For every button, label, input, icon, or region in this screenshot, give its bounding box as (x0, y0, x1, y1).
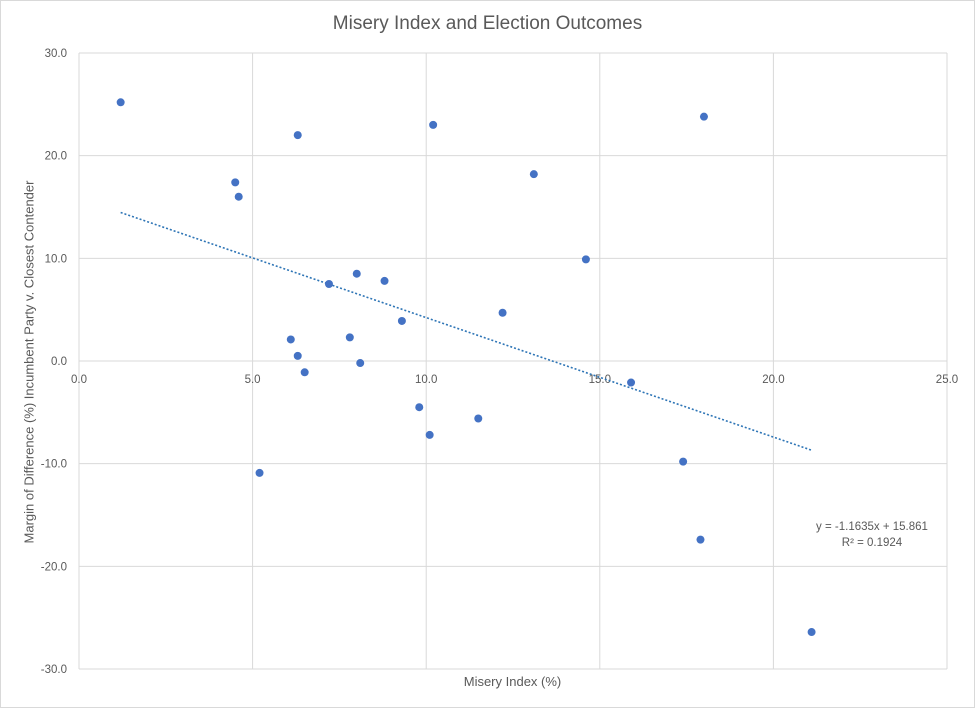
data-point (116, 98, 125, 107)
x-tick-label: 10.0 (415, 374, 437, 386)
data-point (234, 192, 243, 201)
y-tick-label: 0.0 (51, 356, 67, 368)
data-point (397, 316, 406, 325)
trendline-r-squared: R² = 0.1924 (841, 537, 903, 549)
data-point (380, 276, 389, 285)
data-point (807, 628, 816, 637)
x-tick-label: 20.0 (762, 374, 784, 386)
data-point (293, 351, 302, 360)
y-tick-label: -30.0 (41, 664, 67, 676)
x-tick-label: 15.0 (589, 374, 611, 386)
data-point (474, 414, 483, 423)
y-tick-label: 30.0 (45, 48, 67, 60)
data-point (324, 280, 333, 288)
data-point (581, 255, 590, 264)
data-point (345, 333, 354, 342)
trendline-equation: y = -1.1635x + 15.861 (816, 521, 928, 533)
trendline-equation-box: y = -1.1635x + 15.861 R² = 0.1924 (812, 519, 932, 551)
data-point (699, 112, 708, 121)
data-point (429, 120, 438, 129)
y-tick-label: -20.0 (41, 561, 67, 573)
x-tick-label: 0.0 (71, 374, 87, 386)
data-point (696, 535, 705, 544)
trendline (120, 211, 812, 451)
data-point (231, 178, 240, 187)
data-point (352, 269, 361, 278)
data-point (356, 359, 365, 368)
data-point (627, 378, 636, 387)
data-point (286, 335, 295, 344)
x-axis-label: Misery Index (%) (463, 674, 562, 689)
chart-title: Misery Index and Election Outcomes (332, 13, 643, 34)
data-point (415, 403, 424, 412)
y-tick-label: 10.0 (45, 253, 67, 265)
data-point (293, 131, 302, 140)
x-tick-label: 25.0 (936, 374, 958, 386)
y-tick-label: -10.0 (41, 459, 67, 471)
data-point (498, 308, 507, 317)
data-point (300, 368, 309, 377)
data-point (255, 468, 264, 477)
data-point (425, 430, 434, 439)
data-point (679, 457, 688, 466)
y-tick-label: 20.0 (45, 151, 67, 163)
data-point (529, 170, 538, 179)
x-tick-label: 5.0 (245, 374, 261, 386)
